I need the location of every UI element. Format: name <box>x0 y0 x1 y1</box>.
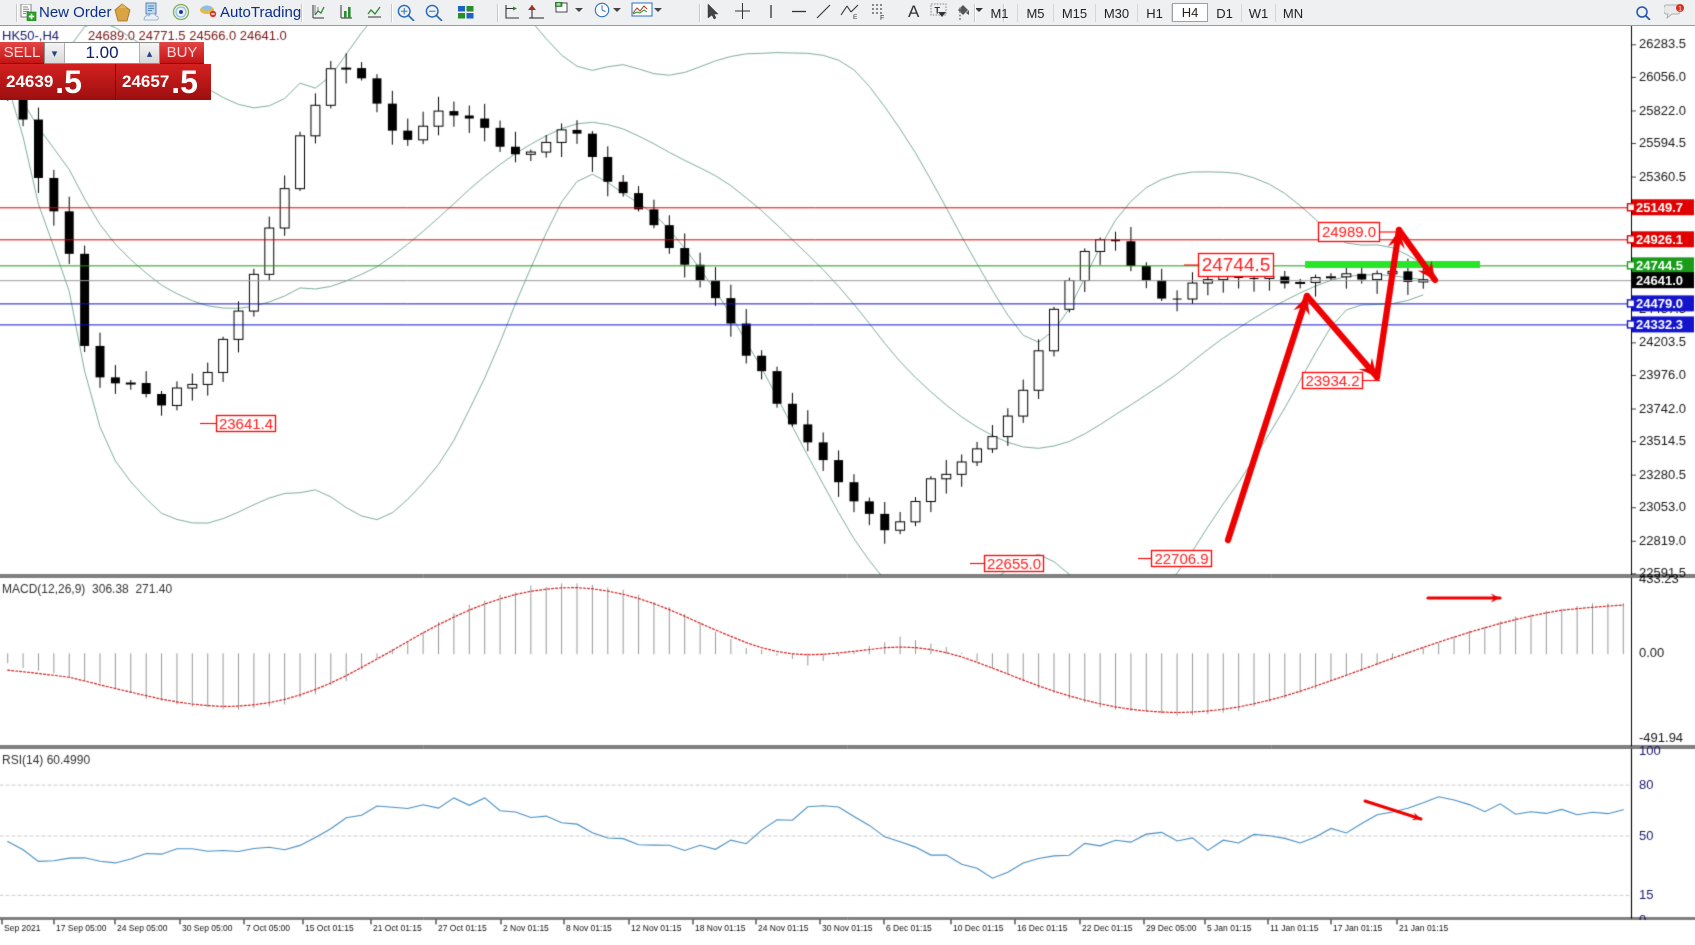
svg-text:1: 1 <box>1678 6 1682 13</box>
